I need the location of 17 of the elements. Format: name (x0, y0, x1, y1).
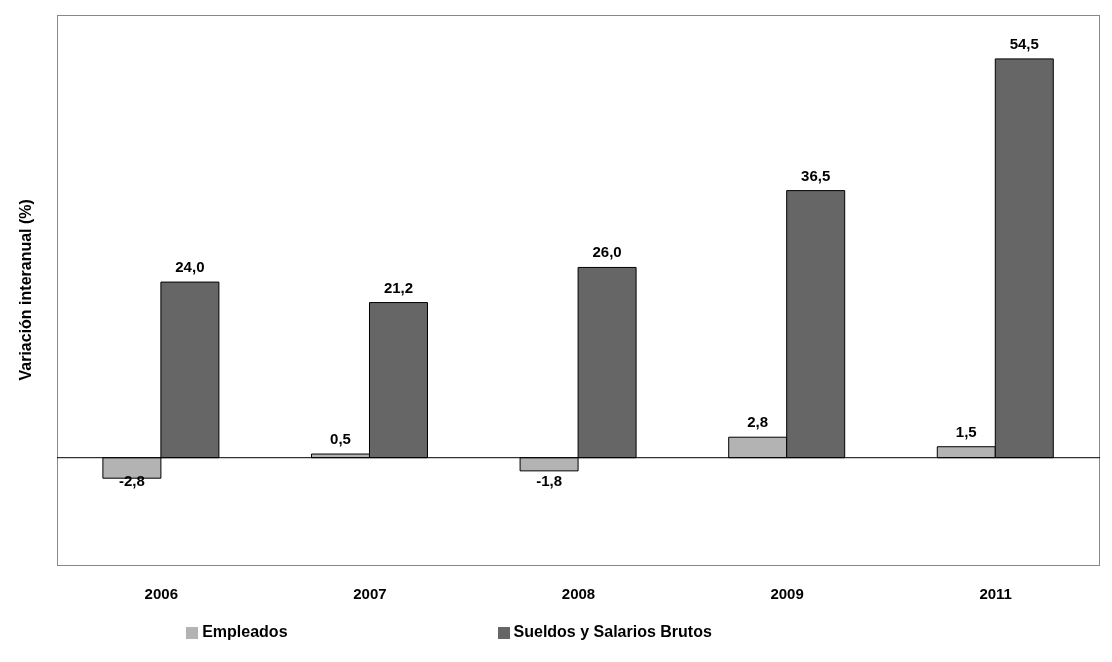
x-tick-label: 2009 (770, 584, 804, 602)
x-tick-label: 2007 (353, 584, 387, 602)
data-label: 1,5 (955, 422, 977, 440)
data-label: 26,0 (592, 243, 622, 261)
data-label: -1,8 (536, 471, 563, 489)
x-tick-label: 2006 (144, 584, 178, 602)
data-label: 36,5 (801, 166, 831, 184)
data-label: 2,8 (747, 413, 769, 431)
y-axis-title: Variación interanual (%) (16, 199, 34, 381)
data-label: 0,5 (330, 430, 351, 448)
x-tick-label: 2008 (561, 584, 596, 602)
data-label: 21,2 (383, 278, 414, 296)
legend-label: Sueldos y Salarios Brutos (513, 623, 712, 640)
data-label: 54,5 (1009, 34, 1039, 52)
data-label: 24,0 (175, 258, 205, 276)
x-tick-label: 2011 (979, 584, 1012, 602)
legend-label: Empleados (202, 623, 288, 640)
